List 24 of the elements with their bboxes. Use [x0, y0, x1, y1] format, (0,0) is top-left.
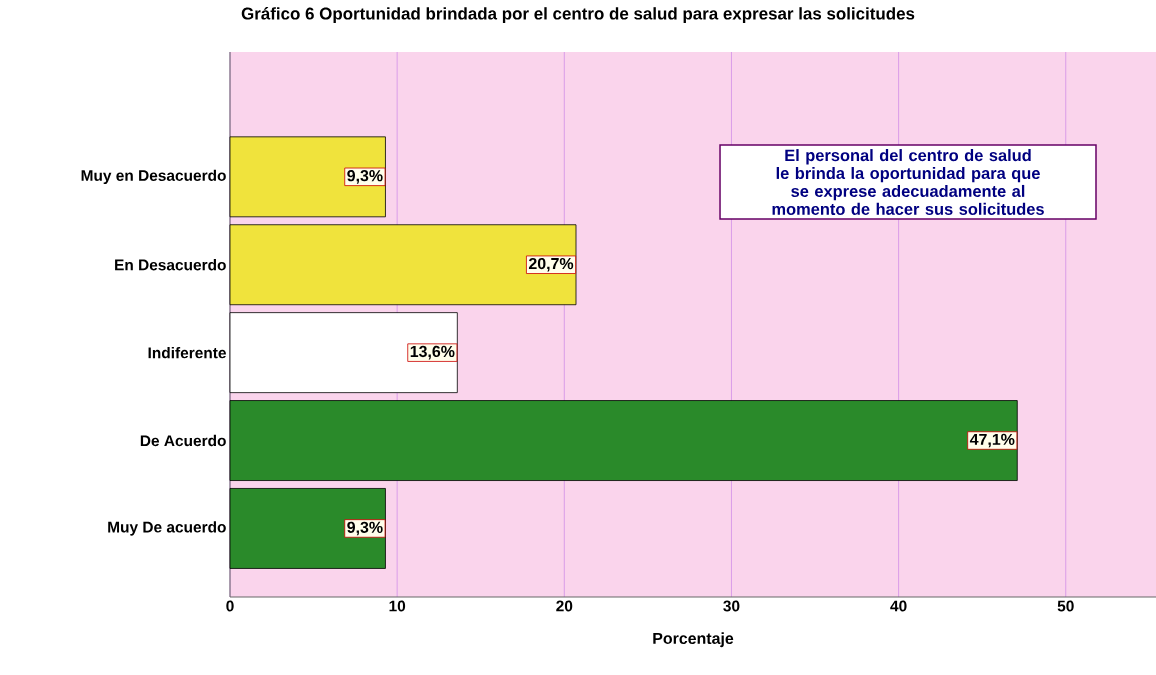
x-tick-label: 50 — [1057, 600, 1074, 612]
bar — [229, 400, 1018, 481]
bar — [229, 488, 386, 569]
y-tick-label: Muy De acuerdo — [108, 521, 226, 536]
x-tick-label: 30 — [723, 600, 740, 612]
data-label: 20,7% — [528, 257, 574, 272]
bar — [229, 224, 577, 306]
y-tick-label: En Desacuerdo — [115, 259, 226, 271]
data-label: 9,3% — [347, 170, 383, 184]
x-tick-label: 40 — [890, 600, 907, 612]
chart-title: Gráfico 6 Oportunidad brindada por el centro de salud para expresar las solicitudes — [241, 7, 915, 23]
x-tick-label: 0 — [226, 600, 234, 612]
x-tick-label: 20 — [556, 600, 573, 612]
x-axis-title: Porcentaje — [653, 632, 734, 648]
data-label: 13,6% — [410, 345, 455, 360]
bar — [229, 312, 458, 394]
y-tick-label: De Acuerdo — [140, 434, 226, 447]
data-label: 9,3% — [347, 521, 383, 536]
y-tick-label: Muy en Desacuerdo — [81, 169, 226, 185]
data-label: 47,1% — [969, 433, 1015, 448]
y-tick-label: Indiferente — [148, 346, 226, 359]
bar — [229, 136, 386, 218]
x-tick-label: 10 — [389, 600, 406, 612]
annotation: El personal del centro de salud le brinda la oportunidad para que se exprese adecuadamente al momento de hacer sus solicitudes — [772, 149, 1044, 215]
